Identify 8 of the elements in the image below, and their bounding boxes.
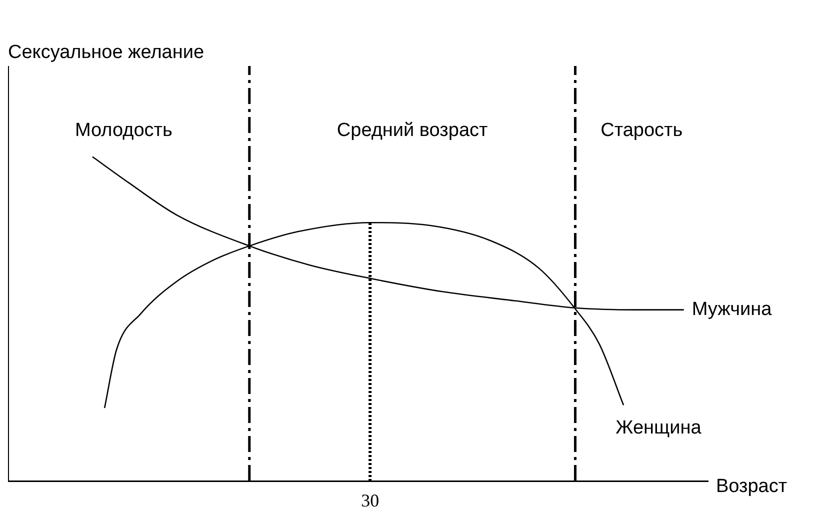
- text: Молодость: [74, 120, 172, 142]
- text: 30: [361, 490, 380, 511]
- text: Старость: [600, 120, 683, 142]
- series-label: Женщина: [616, 417, 702, 438]
- y-axis-title: Сексуальное желание: [8, 42, 204, 64]
- x-axis-title: Возраст: [716, 476, 788, 498]
- text: Средний возраст: [336, 120, 488, 142]
- series-label: Мужчина: [692, 299, 772, 320]
